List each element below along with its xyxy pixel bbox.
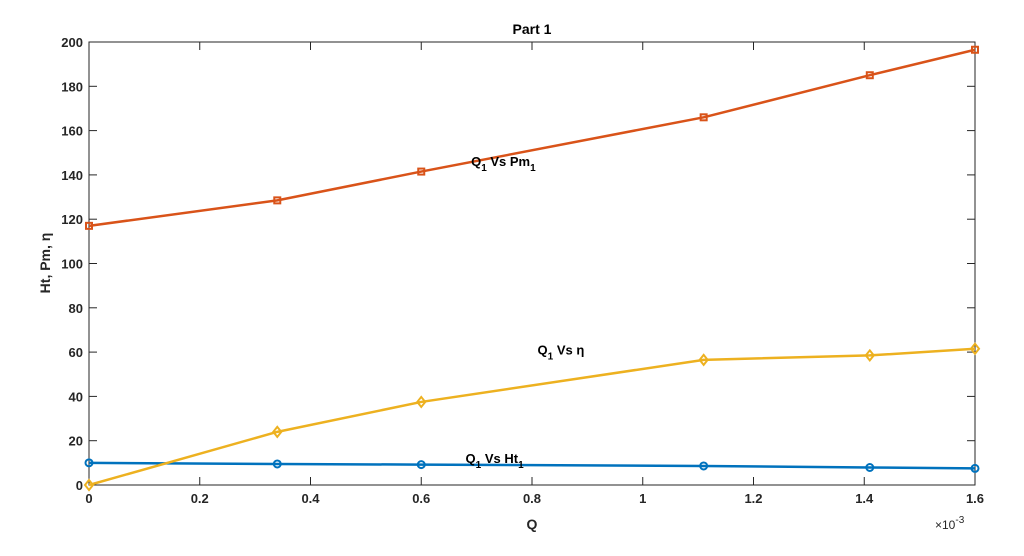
y-tick-label: 200 [61,35,83,50]
data-point-eta [969,342,981,356]
x-tick-label: 1 [639,491,646,506]
annotation-subscript: 1 [548,351,554,362]
y-tick-label: 120 [61,212,83,227]
data-point-ht [865,463,875,473]
data-point-eta [864,348,876,363]
annotation-main: Q [471,154,481,169]
annotation-text: Vs Ht [481,451,519,466]
annotation-subscript-2: 1 [530,163,536,174]
data-point-eta [415,395,427,409]
data-point-eta [271,425,283,439]
data-point-eta [698,353,709,367]
y-tick-label: 0 [76,478,83,493]
y-tick-label: 40 [69,389,83,404]
data-point-ht [970,463,980,473]
annotation-eta: Q1 Vs η [538,342,585,362]
data-point-eta [83,478,95,492]
y-tick-label: 60 [69,345,83,360]
y-axis-title: Ht, Pm, η [37,233,53,294]
annotation-pm: Q1 Vs Pm1 [471,154,536,174]
x-axis-exponent-power: -3 [955,515,964,526]
y-tick-label: 160 [61,124,83,139]
x-axis-exponent: ×10-3 [935,515,965,532]
annotation-main: Q [466,451,476,466]
x-axis: 0 0.2 0.4 0.6 0.8 1 1.2 1.4 1.6 [85,42,984,506]
annotation-subscript-2: 1 [518,460,524,471]
series-line-pm [88,48,976,228]
y-tick-label: 80 [69,301,83,316]
x-tick-label: 1.2 [744,491,762,506]
annotation-text: Vs η [553,342,584,357]
x-tick-label: 0.6 [412,491,430,506]
series-line-eta [88,347,976,487]
data-point-ht [416,460,426,470]
annotation-subscript: 1 [476,460,482,471]
y-tick-label: 100 [61,257,83,272]
annotation-text: Vs Pm [487,154,530,169]
x-tick-label: 0 [85,491,92,506]
data-point-pm [85,221,93,230]
x-tick-label: 1.4 [855,491,874,506]
x-tick-label: 0.8 [523,491,541,506]
x-tick-label: 0.4 [301,491,320,506]
series-line-ht [88,461,976,470]
plot-area [88,41,976,486]
data-point-ht [272,459,282,469]
data-point-pm [273,196,282,205]
annotation-subscript: 1 [481,163,487,174]
annotation-main: Q [538,342,548,357]
data-point-pm [865,71,874,80]
data-point-pm [971,45,979,54]
data-point-ht [699,461,709,471]
data-point-pm [417,167,426,176]
annotation-ht: Q1 Vs Ht1 [466,451,525,471]
x-tick-label: 1.6 [966,491,984,506]
x-tick-label: 0.2 [191,491,209,506]
x-axis-exponent-base: ×10 [935,518,956,532]
y-tick-label: 140 [61,168,83,183]
y-tick-label: 20 [69,434,83,449]
plot-title: Part 1 [513,21,552,37]
data-point-pm [699,113,708,122]
data-point-ht [84,458,94,468]
y-axis: 0 20 40 60 80 100 120 140 160 180 200 [61,35,975,493]
series-layer [83,45,981,492]
y-tick-label: 180 [61,79,83,94]
x-axis-title: Q [527,516,538,532]
